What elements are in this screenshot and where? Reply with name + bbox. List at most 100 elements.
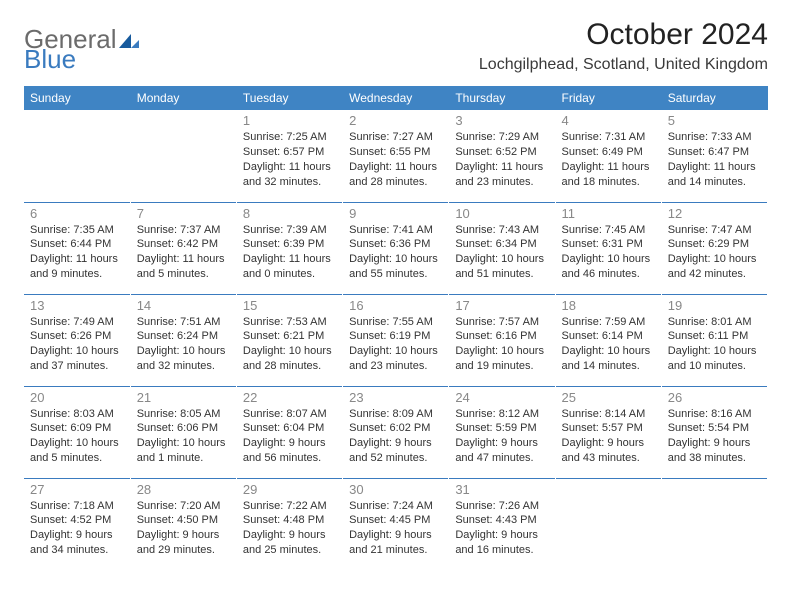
calendar-day-cell: 22Sunrise: 8:07 AMSunset: 6:04 PMDayligh… [236, 386, 342, 478]
calendar-day-cell: 8 Sunrise: 7:39 AMSunset: 6:39 PMDaylight… [236, 202, 342, 294]
calendar-body: 1 Sunrise: 7:25 AMSunset: 6:57 PMDaylight… [24, 110, 768, 570]
day-number: 2 [349, 113, 442, 128]
day-detail-text: Sunrise: 7:59 AMSunset: 6:14 PMDaylight:… [562, 315, 655, 374]
day-detail-text: Sunrise: 7:49 AMSunset: 6:26 PMDaylight:… [30, 315, 124, 374]
day-detail-text: Sunrise: 8:03 AMSunset: 6:09 PMDaylight:… [30, 407, 124, 466]
calendar-day-cell: 27 Sunrise: 7:18 AMSunset: 4:52 PMDayligh… [24, 478, 130, 570]
day-number: 5 [668, 113, 761, 128]
day-number: 15 [243, 298, 336, 313]
day-detail-text: Sunrise: 8:01 AMSunset: 6:11 PMDaylight:… [668, 315, 761, 374]
calendar-empty-cell [661, 478, 767, 570]
calendar-day-cell: 29 Sunrise: 7:22 AMSunset: 4:48 PMDayligh… [236, 478, 342, 570]
calendar-day-cell: 25 Sunrise: 8:14 AMSunset: 5:57 PMDayligh… [555, 386, 661, 478]
weekday-header: Thursday [449, 86, 555, 110]
day-number: 23 [349, 390, 442, 405]
day-number: 17 [455, 298, 548, 313]
day-detail-text: Sunrise: 7:25 AMSunset: 6:57 PMDaylight:… [243, 130, 336, 189]
month-title: October 2024 [479, 18, 768, 52]
calendar-day-cell: 15Sunrise: 7:53 AMSunset: 6:21 PMDayligh… [236, 294, 342, 386]
day-detail-text: Sunrise: 7:41 AMSunset: 6:36 PMDaylight:… [349, 223, 442, 282]
day-detail-text: Sunrise: 7:22 AMSunset: 4:48 PMDaylight:… [243, 499, 336, 558]
day-number: 8 [243, 206, 336, 221]
brand-part2: Blue [24, 44, 76, 75]
day-number: 11 [562, 206, 655, 221]
weekday-header: Tuesday [236, 86, 342, 110]
day-number: 3 [455, 113, 548, 128]
day-detail-text: Sunrise: 7:51 AMSunset: 6:24 PMDaylight:… [137, 315, 230, 374]
day-detail-text: Sunrise: 7:31 AMSunset: 6:49 PMDaylight:… [562, 130, 655, 189]
day-number: 29 [243, 482, 336, 497]
day-number: 27 [30, 482, 124, 497]
day-detail-text: Sunrise: 7:57 AMSunset: 6:16 PMDaylight:… [455, 315, 548, 374]
calendar-week-row: 27 Sunrise: 7:18 AMSunset: 4:52 PMDayligh… [24, 478, 768, 570]
weekday-header: Friday [555, 86, 661, 110]
header: General Blue October 2024 Lochgilphead, … [24, 18, 768, 82]
day-number: 30 [349, 482, 442, 497]
day-number: 4 [562, 113, 655, 128]
calendar-day-cell: 12 Sunrise: 7:47 AMSunset: 6:29 PMDayligh… [661, 202, 767, 294]
day-detail-text: Sunrise: 8:14 AMSunset: 5:57 PMDaylight:… [562, 407, 655, 466]
day-number: 6 [30, 206, 124, 221]
day-detail-text: Sunrise: 7:39 AMSunset: 6:39 PMDaylight:… [243, 223, 336, 282]
calendar-day-cell: 9 Sunrise: 7:41 AMSunset: 6:36 PMDaylight… [343, 202, 449, 294]
day-detail-text: Sunrise: 7:24 AMSunset: 4:45 PMDaylight:… [349, 499, 442, 558]
day-number: 9 [349, 206, 442, 221]
calendar-empty-cell [24, 110, 130, 202]
calendar-day-cell: 6 Sunrise: 7:35 AMSunset: 6:44 PMDaylight… [24, 202, 130, 294]
calendar-day-cell: 11Sunrise: 7:45 AMSunset: 6:31 PMDayligh… [555, 202, 661, 294]
day-detail-text: Sunrise: 7:29 AMSunset: 6:52 PMDaylight:… [455, 130, 548, 189]
day-detail-text: Sunrise: 7:20 AMSunset: 4:50 PMDaylight:… [137, 499, 230, 558]
day-number: 25 [562, 390, 655, 405]
calendar-empty-cell [130, 110, 236, 202]
calendar-day-cell: 31Sunrise: 7:26 AMSunset: 4:43 PMDayligh… [449, 478, 555, 570]
calendar-day-cell: 5Sunrise: 7:33 AMSunset: 6:47 PMDaylight… [661, 110, 767, 202]
day-number: 28 [137, 482, 230, 497]
calendar-day-cell: 26Sunrise: 8:16 AMSunset: 5:54 PMDayligh… [661, 386, 767, 478]
calendar-day-cell: 28 Sunrise: 7:20 AMSunset: 4:50 PMDayligh… [130, 478, 236, 570]
calendar-day-cell: 13Sunrise: 7:49 AMSunset: 6:26 PMDayligh… [24, 294, 130, 386]
calendar-table: SundayMondayTuesdayWednesdayThursdayFrid… [24, 86, 768, 570]
calendar-day-cell: 30 Sunrise: 7:24 AMSunset: 4:45 PMDayligh… [343, 478, 449, 570]
weekday-header-row: SundayMondayTuesdayWednesdayThursdayFrid… [24, 86, 768, 110]
calendar-day-cell: 17 Sunrise: 7:57 AMSunset: 6:16 PMDayligh… [449, 294, 555, 386]
calendar-day-cell: 4 Sunrise: 7:31 AMSunset: 6:49 PMDaylight… [555, 110, 661, 202]
day-number: 12 [668, 206, 761, 221]
day-number: 24 [455, 390, 548, 405]
day-detail-text: Sunrise: 7:35 AMSunset: 6:44 PMDaylight:… [30, 223, 124, 282]
day-number: 7 [137, 206, 230, 221]
calendar-week-row: 6 Sunrise: 7:35 AMSunset: 6:44 PMDaylight… [24, 202, 768, 294]
calendar-day-cell: 21 Sunrise: 8:05 AMSunset: 6:06 PMDayligh… [130, 386, 236, 478]
day-detail-text: Sunrise: 7:18 AMSunset: 4:52 PMDaylight:… [30, 499, 124, 558]
weekday-header: Wednesday [343, 86, 449, 110]
calendar-day-cell: 3 Sunrise: 7:29 AMSunset: 6:52 PMDaylight… [449, 110, 555, 202]
day-detail-text: Sunrise: 8:12 AMSunset: 5:59 PMDaylight:… [455, 407, 548, 466]
day-detail-text: Sunrise: 7:55 AMSunset: 6:19 PMDaylight:… [349, 315, 442, 374]
day-number: 1 [243, 113, 336, 128]
day-detail-text: Sunrise: 8:05 AMSunset: 6:06 PMDaylight:… [137, 407, 230, 466]
calendar-day-cell: 1 Sunrise: 7:25 AMSunset: 6:57 PMDaylight… [236, 110, 342, 202]
location-subtitle: Lochgilphead, Scotland, United Kingdom [479, 56, 768, 74]
brand-mark-icon [119, 24, 139, 38]
day-number: 18 [562, 298, 655, 313]
weekday-header: Monday [130, 86, 236, 110]
day-number: 16 [349, 298, 442, 313]
day-detail-text: Sunrise: 7:47 AMSunset: 6:29 PMDaylight:… [668, 223, 761, 282]
day-number: 10 [455, 206, 548, 221]
day-number: 31 [455, 482, 548, 497]
calendar-week-row: 1 Sunrise: 7:25 AMSunset: 6:57 PMDaylight… [24, 110, 768, 202]
title-block: October 2024 Lochgilphead, Scotland, Uni… [479, 18, 768, 74]
day-number: 21 [137, 390, 230, 405]
day-number: 20 [30, 390, 124, 405]
day-detail-text: Sunrise: 8:09 AMSunset: 6:02 PMDaylight:… [349, 407, 442, 466]
calendar-week-row: 20 Sunrise: 8:03 AMSunset: 6:09 PMDayligh… [24, 386, 768, 478]
weekday-header: Saturday [661, 86, 767, 110]
day-detail-text: Sunrise: 7:27 AMSunset: 6:55 PMDaylight:… [349, 130, 442, 189]
calendar-day-cell: 18 Sunrise: 7:59 AMSunset: 6:14 PMDayligh… [555, 294, 661, 386]
day-detail-text: Sunrise: 8:16 AMSunset: 5:54 PMDaylight:… [668, 407, 761, 466]
calendar-day-cell: 16 Sunrise: 7:55 AMSunset: 6:19 PMDayligh… [343, 294, 449, 386]
day-detail-text: Sunrise: 7:37 AMSunset: 6:42 PMDaylight:… [137, 223, 230, 282]
calendar-week-row: 13Sunrise: 7:49 AMSunset: 6:26 PMDayligh… [24, 294, 768, 386]
day-detail-text: Sunrise: 8:07 AMSunset: 6:04 PMDaylight:… [243, 407, 336, 466]
calendar-day-cell: 24 Sunrise: 8:12 AMSunset: 5:59 PMDayligh… [449, 386, 555, 478]
day-number: 19 [668, 298, 761, 313]
